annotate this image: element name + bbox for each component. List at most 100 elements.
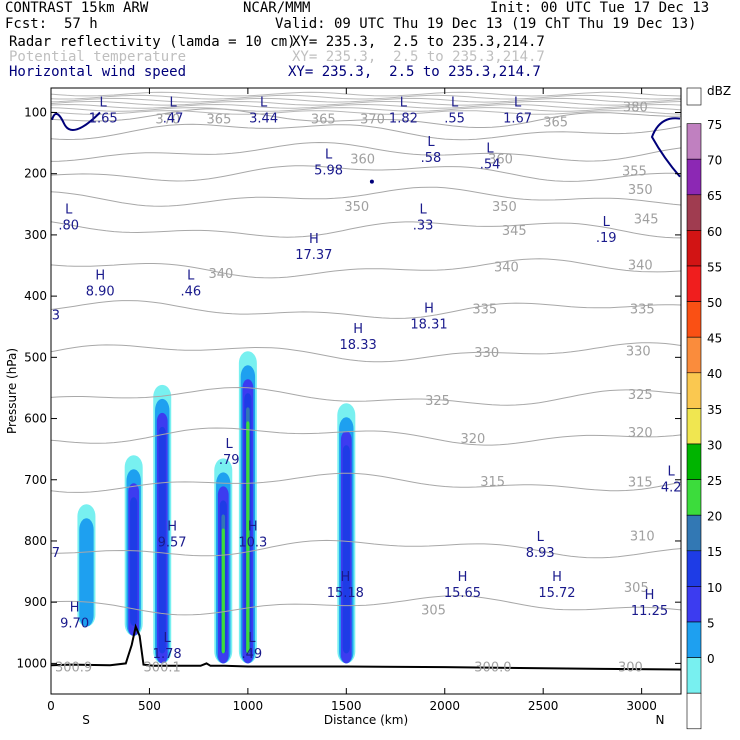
theta-contour-365: [51, 123, 681, 141]
reflectivity-cell-4-30dbz: [221, 528, 225, 654]
colorbar-swatch: [686, 550, 702, 587]
theta-label: 300: [618, 660, 643, 675]
theta-label: 315: [628, 476, 653, 491]
theta-label: 305: [624, 581, 649, 596]
theta-label: 355: [622, 165, 647, 180]
theta-contour-stratosphere: [51, 107, 681, 112]
wind-extremum-kind: H: [167, 520, 177, 535]
theta-contour-330: [51, 342, 681, 363]
colorbar-swatch: [686, 336, 702, 374]
wind-extremum-value: .46: [180, 285, 201, 300]
colorbar-level: 75: [707, 118, 722, 132]
colorbar-swatch: [686, 692, 702, 730]
wind-extremum-kind: L: [169, 95, 177, 110]
contour-labels-layer: 370 365 365 370 365 380 360 360 355 350 350 350 345 3…: [52, 95, 682, 675]
colorbar-swatch: [686, 479, 702, 516]
terrain-layer: [51, 623, 681, 671]
south-label: S: [82, 713, 90, 727]
wind-extremum-kind: L: [537, 530, 545, 545]
wind-contour-dot: [369, 179, 374, 184]
wind-extremum-value: .19: [596, 231, 617, 246]
wind-extremum-kind: L: [325, 147, 333, 162]
wind-extremum-value: 18.31: [410, 318, 447, 333]
y-tick-label: 900: [24, 595, 47, 609]
wind-extremum-kind: L: [486, 141, 494, 156]
wind-contours-layer: [51, 111, 681, 184]
theta-contour-305: [51, 595, 681, 616]
theta-label: 320: [461, 432, 486, 447]
wind-extremum-value: 15.65: [444, 586, 481, 601]
y-tick-label: 500: [24, 350, 47, 364]
colorbar-swatch: [686, 194, 702, 231]
theta-label: 315: [480, 475, 505, 490]
wind-extremum-value: .55: [444, 111, 465, 126]
colorbar-level: 20: [707, 510, 722, 524]
y-tick-label: 200: [24, 167, 47, 181]
colorbar-swatch: [686, 87, 702, 106]
theta-contour-325: [51, 386, 681, 406]
wind-extremum-kind: H: [309, 232, 319, 247]
theta-label: 345: [634, 212, 659, 227]
wind-extremum-kind: L: [603, 215, 611, 230]
colorbar-swatch: [686, 123, 702, 160]
axes-layer: 100 200 300 400 500 600 700 800 900 1000 0 500 1000 1…: [5, 88, 681, 727]
wind-extremum-kind: L: [419, 203, 427, 218]
wind-extremum-kind: H: [70, 600, 80, 615]
terrain-line: [51, 623, 681, 671]
x-tick-label: 0: [47, 699, 55, 713]
wind-extremum-kind: L: [65, 203, 73, 218]
fcst-hours: 57 h: [64, 16, 98, 32]
wind-extremum-value: 15.18: [327, 586, 364, 601]
wind-extremum-kind: L: [100, 95, 108, 110]
wind-extremum-value: .79: [219, 453, 240, 468]
theta-label: 340: [209, 267, 234, 282]
plot-frame: [50, 87, 682, 695]
init-time: Init: 00 UTC Tue 17 Dec 13: [490, 0, 710, 16]
wind-extremum-value: 7: [52, 546, 60, 561]
wind-extremum-value: .33: [413, 219, 434, 234]
theta-label: 305: [421, 604, 446, 619]
valid-time: Valid: 09 UTC Thu 19 Dec 13 (19 ChT Thu …: [275, 16, 697, 32]
y-tick-label: 700: [24, 473, 47, 487]
theta-contour-stratosphere: [51, 100, 681, 106]
theta-label: 350: [344, 200, 369, 215]
colorbar-swatch: [686, 265, 702, 302]
colorbar-level: 0: [707, 652, 715, 666]
x-tick-label: 2000: [429, 699, 460, 713]
colorbar-swatch: [686, 443, 702, 480]
wind-extremum-value: 4.2: [661, 481, 682, 496]
theta-contour-335: [51, 300, 681, 319]
colorbar-level: 50: [707, 296, 722, 310]
reflectivity-cell-5-30dbz: [246, 421, 250, 654]
theta-contour-315: [51, 472, 681, 493]
wind-extremum-value: 3: [52, 308, 60, 323]
wind-extremum-kind: H: [645, 588, 655, 603]
wind-extremum-value: 1.67: [503, 111, 532, 126]
y-tick-label: 300: [24, 228, 47, 242]
theta-label: 300.1: [144, 660, 181, 675]
theta-label: 345: [502, 224, 527, 239]
field-reflectivity-name: Radar reflectivity (lamda = 10 cm): [9, 34, 296, 50]
colorbar-swatch: [686, 657, 702, 694]
wind-extremum-value: 18.33: [340, 338, 377, 353]
y-tick-label: 100: [24, 105, 47, 119]
theta-contour-360: [51, 141, 681, 162]
wind-extremum-value: 1.82: [389, 111, 418, 126]
colorbar-swatch: [686, 408, 702, 445]
theta-label: 335: [630, 302, 655, 317]
colorbar-swatch: [686, 586, 702, 623]
theta-label: 365: [311, 113, 336, 128]
colorbar-level: 10: [707, 581, 722, 595]
wind-extremum-value: .80: [58, 219, 79, 234]
wind-extremum-kind: L: [514, 95, 522, 110]
wind-extremum-value: 9.70: [60, 616, 89, 631]
wind-extremum-kind: H: [353, 322, 363, 337]
reflectivity-cell-3-20dbz: [158, 426, 166, 654]
y-tick-label: 600: [24, 412, 47, 426]
wind-extremum-kind: L: [260, 95, 268, 110]
colorbar-level: 25: [707, 474, 722, 488]
y-tick-label: 400: [24, 289, 47, 303]
theta-label: 300.0: [474, 660, 511, 675]
wind-extremum-value: .47: [163, 111, 184, 126]
